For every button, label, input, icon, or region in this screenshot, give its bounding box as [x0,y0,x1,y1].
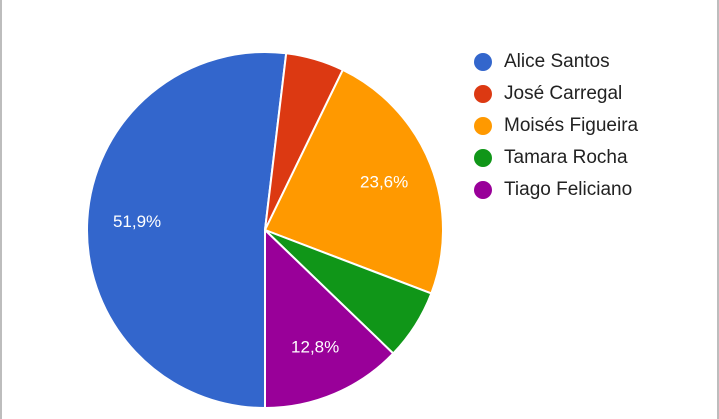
legend-swatch [474,181,492,199]
pie-slice-tiago-feliciano[interactable] [264,229,395,409]
slice-percent-label: 23,6% [360,172,408,191]
legend-item-tiago-feliciano[interactable]: Tiago Feliciano [474,174,638,206]
chart-legend: Alice Santos José Carregal Moisés Figuei… [474,46,638,206]
legend-item-alice-santos[interactable]: Alice Santos [474,46,638,78]
legend-label: Moisés Figueira [504,115,639,136]
legend-swatch [474,149,492,167]
slice-percent-label: 51,9% [113,212,161,231]
legend-label: Tiago Feliciano [504,179,633,200]
pie-slice-moises-figueira[interactable] [264,68,444,295]
legend-swatch [474,53,492,71]
legend-swatch [474,85,492,103]
legend-item-moises-figueira[interactable]: Moisés Figueira [474,110,638,142]
legend-label: Tamara Rocha [504,147,628,168]
legend-item-jose-carregal[interactable]: José Carregal [474,78,638,110]
legend-label: Alice Santos [504,51,610,72]
legend-label: José Carregal [504,83,623,104]
legend-swatch [474,117,492,135]
slice-percent-label: 12,8% [291,337,339,356]
legend-item-tamara-rocha[interactable]: Tamara Rocha [474,142,638,174]
pie-slice-alice-santos[interactable] [86,51,288,409]
